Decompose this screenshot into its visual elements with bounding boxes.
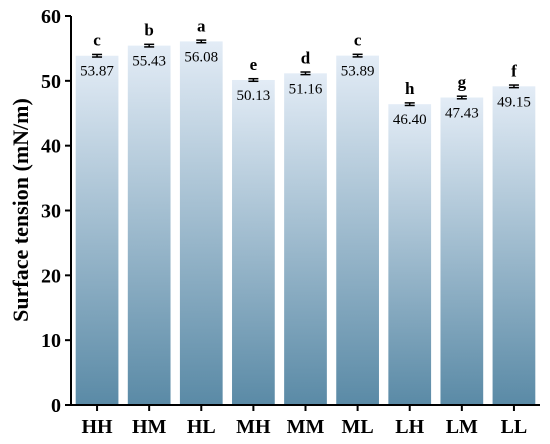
axes-layer: HH HM HL MH MM ML LH LM LL 0 10 20 30 40 50 60 bbox=[41, 6, 540, 438]
y-tick-label-40: 40 bbox=[41, 136, 61, 158]
x-tick-label-lh: LH bbox=[395, 416, 424, 438]
significance-letter-lm: g bbox=[458, 72, 467, 91]
x-tick-label-hh: HH bbox=[81, 416, 113, 438]
value-label-hm: 55.43 bbox=[132, 54, 166, 70]
value-label-lm: 47.43 bbox=[445, 105, 479, 121]
bar-hh bbox=[75, 55, 119, 406]
value-label-mm: 51.16 bbox=[289, 81, 323, 97]
significance-letter-ll: f bbox=[511, 61, 517, 80]
bar-ml bbox=[336, 55, 379, 406]
value-label-ml: 53.89 bbox=[341, 64, 375, 80]
y-axis-title: Surface tension (mN/m) bbox=[8, 98, 33, 322]
y-tick-label-20: 20 bbox=[41, 265, 61, 287]
bar-mh bbox=[232, 79, 275, 405]
value-label-ll: 49.15 bbox=[497, 94, 531, 110]
value-label-mh: 50.13 bbox=[237, 88, 271, 104]
bar-ll bbox=[492, 86, 536, 405]
bar-mm bbox=[284, 73, 327, 405]
x-tick-label-ml: ML bbox=[342, 416, 374, 438]
significance-letter-lh: h bbox=[405, 79, 415, 98]
bar-hl bbox=[179, 41, 223, 405]
significance-letter-hl: a bbox=[197, 16, 206, 35]
y-tick-label-50: 50 bbox=[41, 71, 61, 93]
x-tick-label-ll: LL bbox=[501, 416, 528, 438]
bar-hm bbox=[127, 45, 171, 405]
bar-lm bbox=[440, 97, 484, 406]
x-tick-label-hm: HM bbox=[132, 416, 167, 438]
value-label-lh: 46.40 bbox=[393, 112, 427, 128]
x-tick-label-mh: MH bbox=[236, 416, 271, 438]
significance-letter-mm: d bbox=[301, 48, 311, 67]
significance-letter-hh: c bbox=[93, 31, 101, 50]
value-label-hh: 53.87 bbox=[80, 64, 114, 80]
bar-lh bbox=[388, 104, 432, 405]
x-tick-label-hl: HL bbox=[187, 416, 216, 438]
x-tick-label-lm: LM bbox=[446, 416, 478, 438]
y-tick-label-0: 0 bbox=[51, 395, 61, 417]
bars-layer: c 53.87 b 55.43 a 56.08 e 50.13 d 51.16 c 53.89 h 46.… bbox=[75, 16, 536, 406]
y-tick-label-10: 10 bbox=[41, 330, 61, 352]
significance-letter-hm: b bbox=[144, 21, 153, 40]
y-tick-label-60: 60 bbox=[41, 6, 61, 28]
y-tick-label-30: 30 bbox=[41, 201, 61, 223]
value-label-hl: 56.08 bbox=[184, 49, 218, 65]
x-tick-label-mm: MM bbox=[287, 416, 325, 438]
significance-letter-mh: e bbox=[250, 55, 258, 74]
significance-letter-ml: c bbox=[354, 31, 362, 50]
